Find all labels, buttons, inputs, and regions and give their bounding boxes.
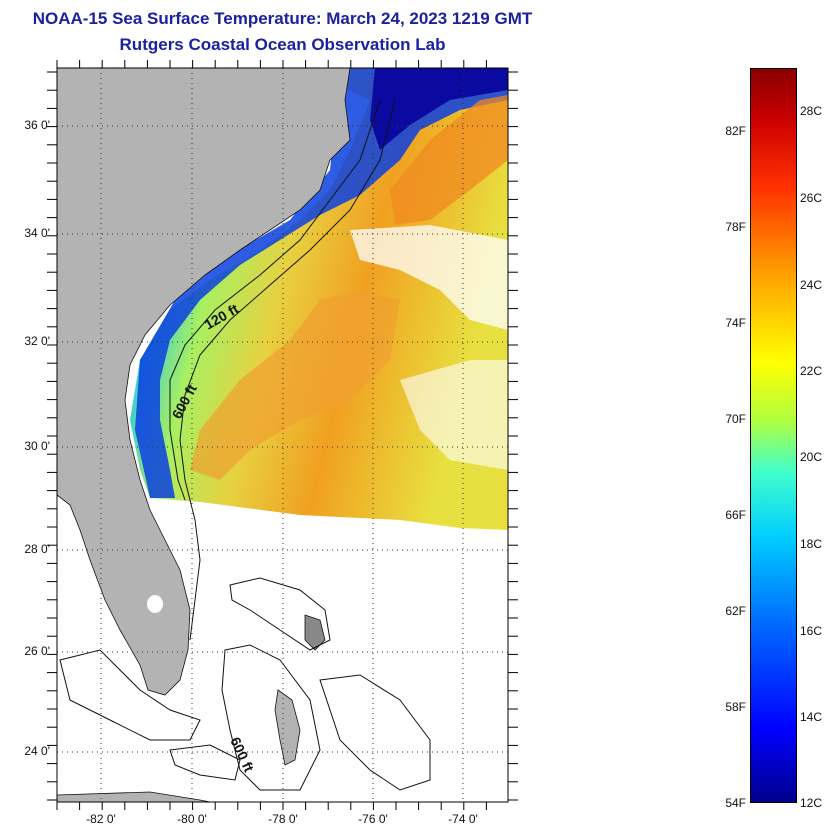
lon-label: -76 0' [358, 812, 388, 826]
gulf-stream-warm-water [190, 290, 400, 480]
lon-label: -82 0' [86, 812, 116, 826]
isobath-bahamas [319, 674, 431, 791]
isobath-600ft [179, 99, 396, 641]
isobath-cuba [169, 744, 241, 781]
colorbar-label-c: 14C [800, 710, 823, 724]
lake-okeechobee [147, 595, 163, 613]
lon-label: -78 0' [268, 812, 298, 826]
lat-label: 28 0' [24, 542, 50, 556]
lat-label: 30 0' [24, 439, 50, 453]
land-mass-bahamas [274, 689, 301, 766]
isobath-bahamas [229, 577, 331, 651]
colorbar-label-c: 12C [800, 796, 823, 810]
isobath-label-600ft-bahamas: 600 ft [227, 735, 257, 775]
lat-label: 34 0' [24, 226, 50, 240]
land-mass-cuba [57, 791, 211, 802]
isobath-bahamas [221, 644, 321, 791]
map-subtitle: Rutgers Coastal Ocean Observation Lab [119, 35, 446, 54]
cloud-cover [350, 225, 508, 330]
lon-label: -74 0' [448, 812, 478, 826]
lat-label: 32 0' [24, 334, 50, 348]
colorbar-label-f: 78F [725, 220, 746, 234]
colorbar-label-c: 28C [800, 104, 823, 118]
colorbar-label-c: 18C [800, 537, 823, 551]
graticule [57, 68, 508, 802]
land-mass-bahamas [304, 614, 326, 651]
map-title: NOAA-15 Sea Surface Temperature: March 2… [32, 9, 533, 28]
colorbar-label-f: 54F [725, 796, 746, 810]
colorbar-label-c: 16C [800, 624, 823, 638]
colorbar-label-c: 20C [800, 450, 823, 464]
gulf-stream-warm-water [390, 95, 508, 225]
lat-label: 24 0' [24, 744, 50, 758]
colorbar-label-c: 22C [800, 364, 823, 378]
colorbar-label-c: 24C [800, 278, 823, 292]
cloud-cover [400, 360, 508, 470]
land-mass-us [57, 68, 351, 696]
lon-label: -80 0' [177, 812, 207, 826]
colorbar-label-f: 58F [725, 700, 746, 714]
colorbar-label-f: 66F [725, 508, 746, 522]
temperature-colorbar [750, 68, 797, 803]
deep-cold-water [370, 68, 508, 150]
coastal-cold-water [135, 68, 508, 498]
colorbar-label-f: 82F [725, 124, 746, 138]
lat-label: 36 0' [24, 118, 50, 132]
colorbar-label-f: 70F [725, 412, 746, 426]
isobath-florida-keys [59, 649, 201, 741]
colorbar-label-c: 26C [800, 191, 823, 205]
lat-label: 26 0' [24, 644, 50, 658]
axis-ticks [47, 60, 518, 810]
colorbar-label-f: 74F [725, 316, 746, 330]
colorbar-label-f: 62F [725, 604, 746, 618]
